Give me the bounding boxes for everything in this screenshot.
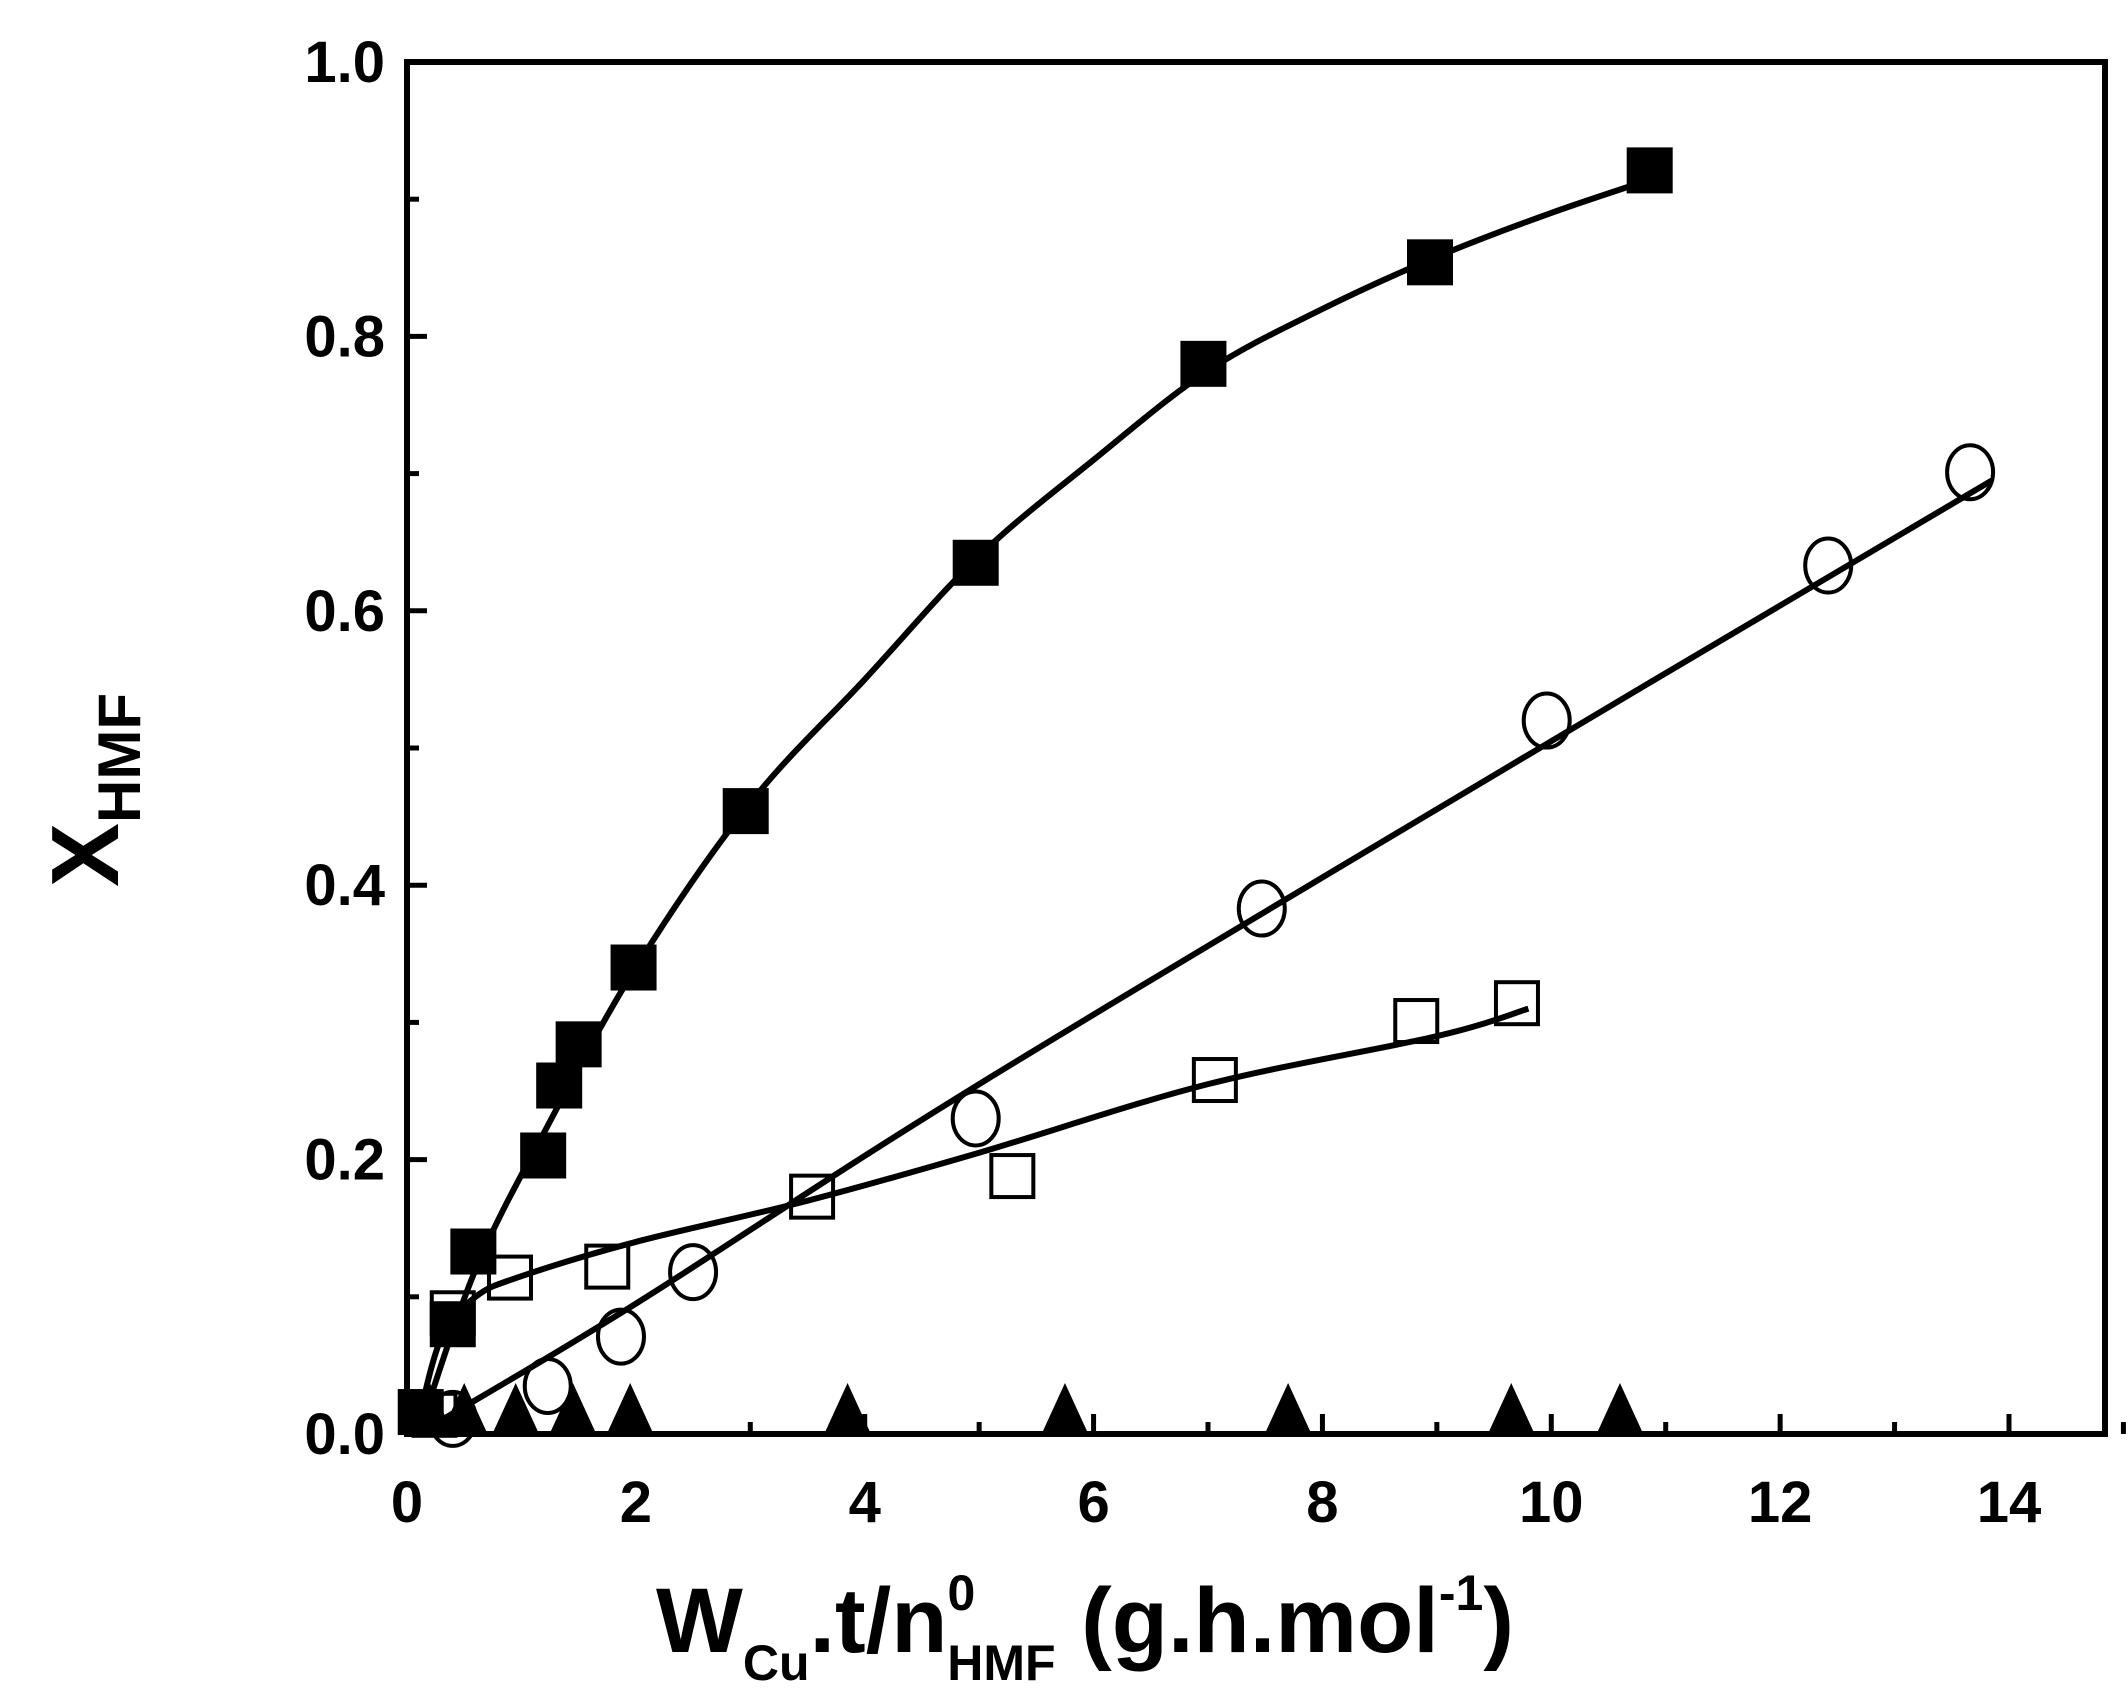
open-square-point — [1191, 1057, 1238, 1104]
axis-ticks — [404, 59, 2126, 1437]
filled-square-point — [1406, 239, 1453, 286]
open-circle-point — [950, 1089, 1001, 1148]
filled-triangle-point — [1042, 1383, 1087, 1431]
y-tick-label: 0.6 — [304, 579, 385, 644]
x-label-sup-exp: -1 — [1439, 1565, 1483, 1621]
open-circles-fit-line — [439, 477, 1994, 1423]
x-tick-label: 0 — [391, 1470, 423, 1535]
open-squares-fit-line — [415, 1005, 1530, 1422]
x-axis-label: WCu.t/n0 HMF (g.h.mol-1) — [656, 1565, 1514, 1691]
open-circle-point — [1945, 443, 1996, 502]
open-circle-point — [1236, 879, 1287, 938]
x-tick-label: 2 — [620, 1470, 652, 1535]
filled-triangle-point — [1266, 1383, 1311, 1431]
filled-triangle-point — [1489, 1383, 1534, 1431]
filled-square-point — [520, 1132, 567, 1179]
y-tick-label: 0.2 — [304, 1128, 385, 1193]
x-tick-label: 6 — [1077, 1470, 1109, 1535]
x-label-sub-hmf: HMF — [947, 1635, 1055, 1691]
open-square-point — [1493, 980, 1540, 1027]
x-tick-label: 8 — [1306, 1470, 1338, 1535]
x-tick-label: 12 — [1748, 1470, 1813, 1535]
filled-square-point — [952, 539, 999, 586]
y-tick-label: 0.8 — [304, 304, 385, 369]
open-square-point — [989, 1153, 1036, 1200]
filled-square-point — [1626, 147, 1673, 194]
filled-triangle-point — [493, 1383, 538, 1431]
x-label-close: ) — [1483, 1570, 1514, 1672]
y-axis-label: XHMF — [32, 693, 153, 887]
open-square-point — [1393, 998, 1440, 1045]
x-tick-label: 10 — [1519, 1470, 1584, 1535]
y-tick-label: 0.0 — [304, 1402, 385, 1467]
plot-frame — [404, 59, 2108, 1437]
open-square-point — [486, 1254, 533, 1301]
open-circle-point — [668, 1243, 719, 1302]
filled-triangle-point — [608, 1383, 653, 1431]
open-square-point — [789, 1173, 836, 1220]
filled-square-point — [722, 788, 769, 835]
open-circle-point — [522, 1356, 573, 1415]
x-label-main: W — [656, 1570, 743, 1672]
x-label-mid: .t/n — [810, 1570, 948, 1672]
filled-triangle-point — [825, 1383, 870, 1431]
open-circle-point — [595, 1307, 646, 1366]
filled-square-point — [610, 944, 657, 991]
x-label-sub-cu: Cu — [743, 1635, 810, 1691]
data-markers — [397, 147, 1996, 1448]
y-label-sub: HMF — [86, 693, 153, 823]
open-square-point — [584, 1243, 631, 1290]
open-square-point — [429, 1290, 476, 1337]
y-label-main: X — [32, 823, 139, 887]
y-tick-label: 0.4 — [304, 853, 385, 918]
filled-triangle-point — [407, 1383, 452, 1431]
filled-triangle-point — [1597, 1383, 1642, 1431]
open-circle-point — [1803, 536, 1854, 595]
tick-labels: 0 2 4 6 8 10 12 14 0.0 0.2 0.4 0.6 0.8 1.0 — [304, 30, 2041, 1535]
filled-square-point — [429, 1301, 476, 1348]
x-label-units: (g.h.mol — [1056, 1570, 1439, 1672]
x-tick-label: 4 — [849, 1470, 881, 1535]
filled-square-point — [1180, 340, 1227, 387]
filled-triangle-point — [442, 1383, 487, 1431]
filled-square-point — [536, 1062, 583, 1109]
x-label-sup: 0 — [947, 1565, 975, 1621]
filled-triangle-point — [550, 1383, 595, 1431]
open-circle-point — [1521, 691, 1572, 750]
filled-square-point — [555, 1021, 602, 1068]
y-tick-label: 1.0 — [304, 30, 385, 95]
x-tick-label: 14 — [1977, 1470, 2042, 1535]
